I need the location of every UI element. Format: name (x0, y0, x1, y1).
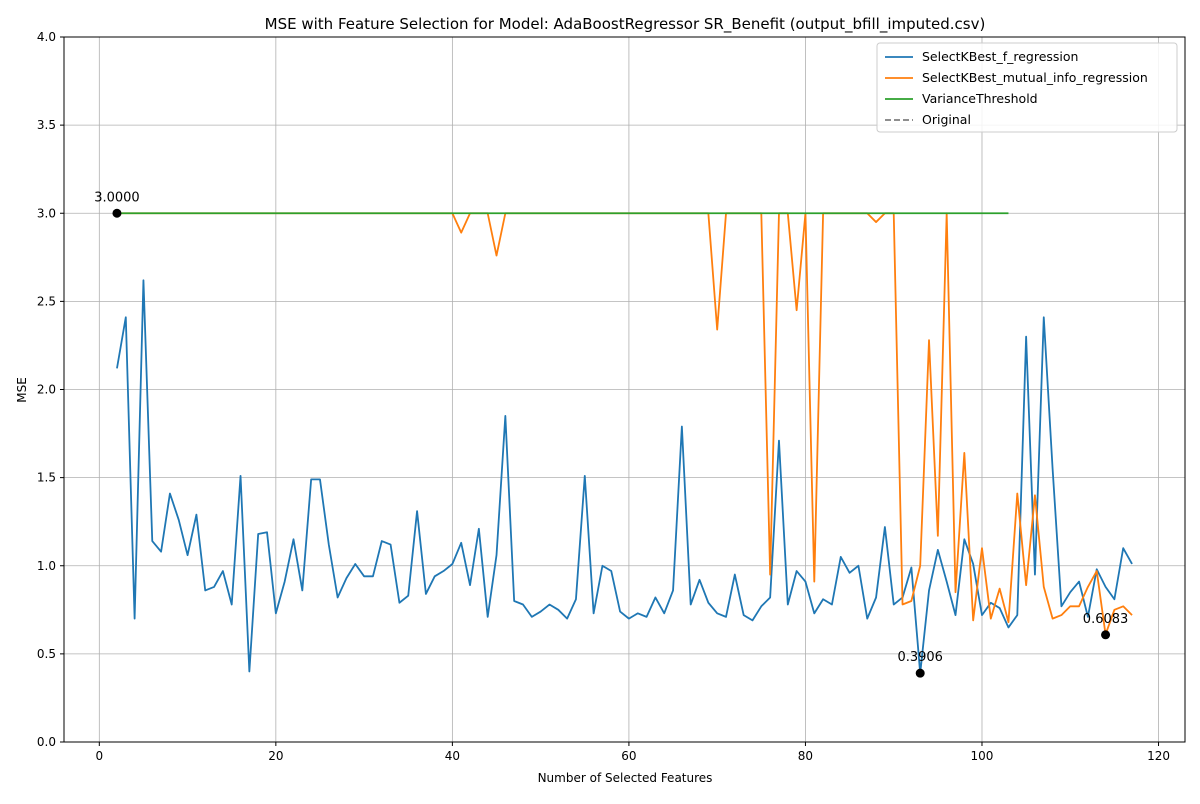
x-tick-label: 120 (1147, 749, 1170, 763)
x-tick-label: 80 (798, 749, 813, 763)
x-tick-label: 0 (95, 749, 103, 763)
annotation-layer: 3.0000 0.3906 0.6083 (94, 190, 1129, 678)
legend-label: SelectKBest_f_regression (922, 49, 1078, 64)
annotation-label: 0.3906 (897, 650, 943, 665)
annotation-label: 3.0000 (94, 190, 140, 205)
y-tick-label: 2.5 (37, 294, 56, 308)
legend: SelectKBest_f_regression SelectKBest_mutu… (876, 42, 1178, 133)
annotation-label: 0.6083 (1083, 612, 1129, 627)
y-tick-label: 3.0 (37, 206, 56, 220)
y-tick-label: 1.5 (37, 471, 56, 485)
x-tick-label: 60 (621, 749, 636, 763)
series-line-selectkbest-f-regression (116, 279, 1133, 675)
y-tick-label: 0.0 (37, 735, 56, 749)
legend-box (876, 42, 1178, 133)
y-tick-label: 4.0 (37, 30, 56, 44)
annotation-marker (1101, 630, 1111, 640)
y-tick-label: 0.5 (37, 647, 56, 661)
y-tick-label: 1.0 (37, 559, 56, 573)
y-axis-label: MSE (15, 377, 29, 403)
x-tick-label: 20 (268, 749, 283, 763)
grid (64, 36, 1185, 743)
x-axis-label: Number of Selected Features (538, 771, 713, 785)
y-tick-label: 2.0 (37, 383, 56, 397)
y-tick-label: 3.5 (37, 118, 56, 132)
x-tick-label: 40 (445, 749, 460, 763)
series-line-selectkbest-mutual-info-regression (116, 212, 1133, 636)
annotation-marker (915, 668, 925, 678)
legend-label: Original (922, 112, 971, 127)
chart-title: MSE with Feature Selection for Model: Ad… (265, 15, 986, 34)
annotation-marker (112, 208, 122, 218)
legend-label: SelectKBest_mutual_info_regression (922, 70, 1148, 85)
x-tick-label: 100 (971, 749, 994, 763)
legend-label: VarianceThreshold (922, 91, 1038, 106)
series-layer (116, 212, 1133, 675)
ticks: 0 20 40 60 80 100 120 0.0 0.5 1.0 1.5 2.0 2.5 3.0 3.5 4… (37, 30, 1170, 763)
